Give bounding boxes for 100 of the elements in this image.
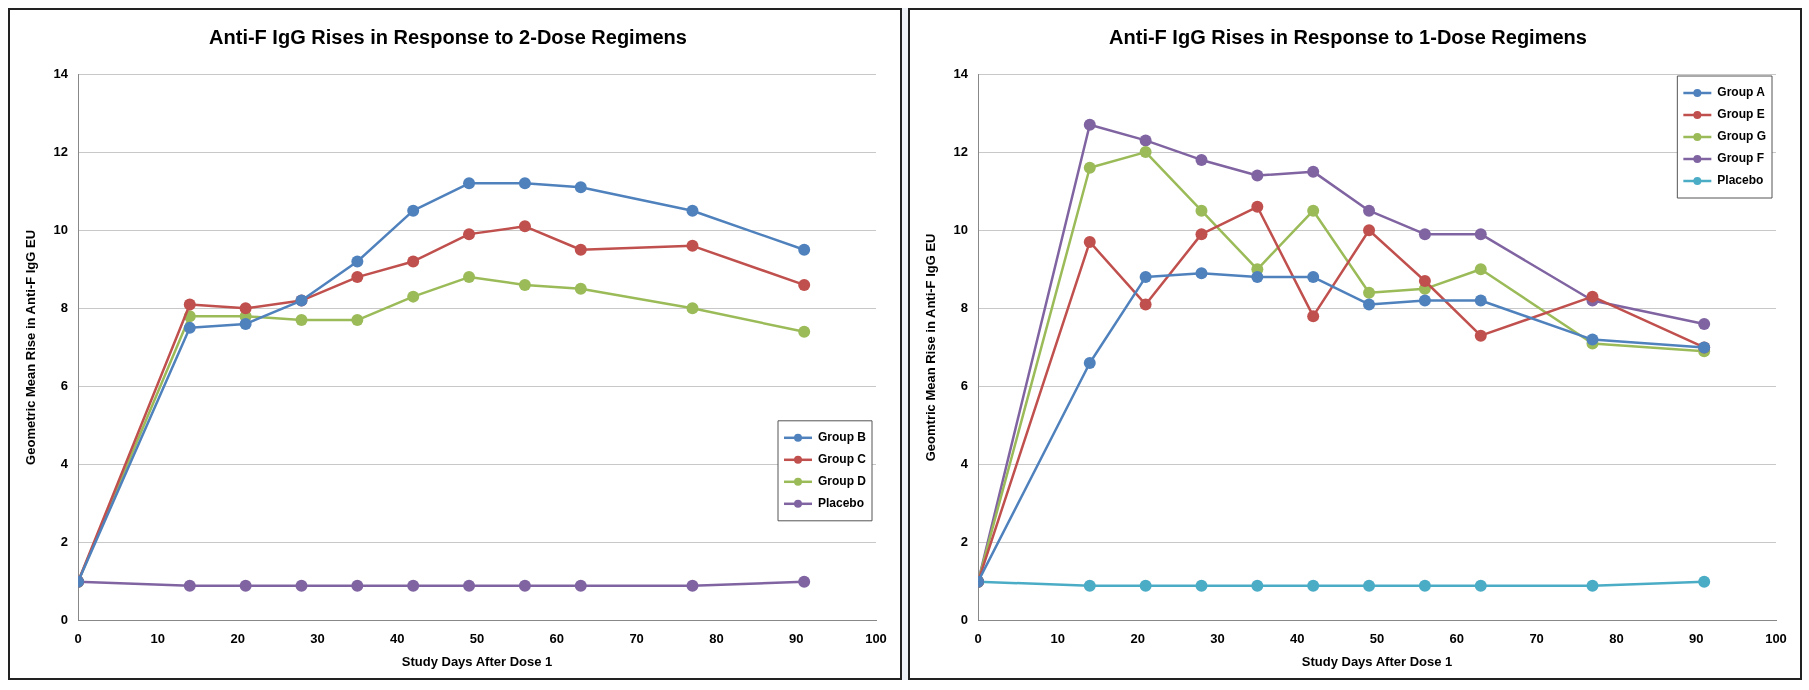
x-tick-label: 100: [865, 631, 887, 647]
point: [1251, 271, 1264, 284]
point: [1586, 333, 1599, 346]
x-tick-label: 0: [74, 631, 82, 647]
legend-label: Group A: [1717, 85, 1766, 100]
point: [1474, 228, 1487, 241]
y-tick-label: 0: [960, 612, 969, 628]
y-tick-label: 8: [960, 299, 969, 315]
point: [1083, 161, 1096, 174]
point: [686, 239, 699, 252]
point: [1586, 290, 1599, 303]
point: [407, 290, 420, 303]
chart-title: Anti-F IgG Rises in Response to 2-Dose Regimens: [209, 25, 687, 48]
y-tick-label: 2: [960, 534, 969, 550]
point: [798, 243, 811, 256]
chart-title: Anti-F IgG Rises in Response to 1-Dose Regimens: [1109, 25, 1587, 48]
legend-label: Placebo: [818, 496, 865, 511]
point: [686, 302, 699, 315]
x-tick-label: 70: [1529, 631, 1544, 647]
point: [239, 579, 252, 592]
x-tick-label: 90: [1688, 631, 1704, 647]
point: [574, 579, 587, 592]
point: [1418, 579, 1431, 592]
point: [1474, 263, 1487, 276]
y-tick-label: 10: [53, 221, 69, 237]
x-tick-label: 70: [629, 631, 644, 647]
y-tick-label: 6: [60, 378, 69, 394]
y-tick-label: 12: [953, 143, 969, 159]
point: [1251, 169, 1264, 182]
y-tick-label: 8: [60, 299, 69, 315]
point: [1083, 579, 1096, 592]
legend-label: Group E: [1717, 107, 1765, 122]
legend-label: Group B: [818, 430, 867, 445]
point: [183, 579, 196, 592]
point: [1083, 118, 1096, 131]
point: [1586, 579, 1599, 592]
point: [1363, 579, 1376, 592]
point: [407, 255, 420, 268]
point: [1474, 294, 1487, 307]
x-tick-label: 10: [1050, 631, 1066, 647]
x-tick-label: 30: [1210, 631, 1225, 647]
point: [1363, 224, 1376, 237]
x-tick-label: 100: [1765, 631, 1787, 647]
point: [1195, 228, 1208, 241]
point: [1363, 298, 1376, 311]
point: [574, 282, 587, 295]
legend-label: Group C: [818, 452, 867, 467]
point: [239, 302, 252, 315]
point: [351, 255, 364, 268]
y-tick-label: 10: [953, 221, 969, 237]
y-axis-title: Geomtric Mean Rise in Anti-F IgG EU: [923, 233, 939, 462]
point: [1474, 579, 1487, 592]
point: [1418, 275, 1431, 287]
point: [518, 177, 531, 190]
point: [518, 220, 531, 233]
y-tick-label: 14: [953, 65, 969, 81]
point: [1139, 579, 1152, 592]
point: [798, 278, 811, 291]
x-tick-label: 80: [1609, 631, 1624, 647]
point: [1698, 575, 1711, 588]
point: [1307, 204, 1320, 217]
point: [239, 317, 252, 330]
point: [295, 579, 308, 592]
x-tick-label: 50: [469, 631, 485, 647]
point: [295, 314, 308, 327]
x-tick-label: 10: [150, 631, 166, 647]
x-tick-label: 60: [1449, 631, 1465, 647]
legend-label: Group D: [818, 474, 867, 489]
y-tick-label: 4: [960, 456, 969, 472]
point: [463, 579, 476, 592]
y-tick-label: 0: [60, 612, 69, 628]
x-axis-title: Study Days After Dose 1: [401, 653, 553, 669]
x-tick-label: 20: [1130, 631, 1145, 647]
point: [574, 243, 587, 256]
x-tick-label: 40: [390, 631, 405, 647]
y-tick-label: 14: [53, 65, 69, 81]
point: [1307, 579, 1320, 592]
x-tick-label: 50: [1369, 631, 1385, 647]
point: [1139, 146, 1152, 159]
x-tick-label: 20: [230, 631, 245, 647]
point: [183, 321, 196, 334]
point: [1139, 298, 1152, 311]
point: [351, 271, 364, 284]
point: [518, 579, 531, 592]
point: [463, 271, 476, 284]
y-axis-title: Geometric Mean Rise in Anti-F IgG EU: [23, 229, 39, 465]
y-tick-label: 12: [53, 143, 69, 159]
point: [463, 177, 476, 190]
point: [1307, 271, 1320, 284]
x-tick-label: 0: [974, 631, 982, 647]
x-tick-label: 80: [709, 631, 724, 647]
point: [1251, 200, 1264, 213]
point: [686, 204, 699, 217]
point: [183, 298, 196, 311]
y-tick-label: 2: [60, 534, 69, 550]
x-tick-label: 30: [310, 631, 325, 647]
point: [518, 278, 531, 291]
point: [798, 325, 811, 338]
point: [1698, 317, 1711, 330]
y-tick-label: 4: [60, 456, 69, 472]
